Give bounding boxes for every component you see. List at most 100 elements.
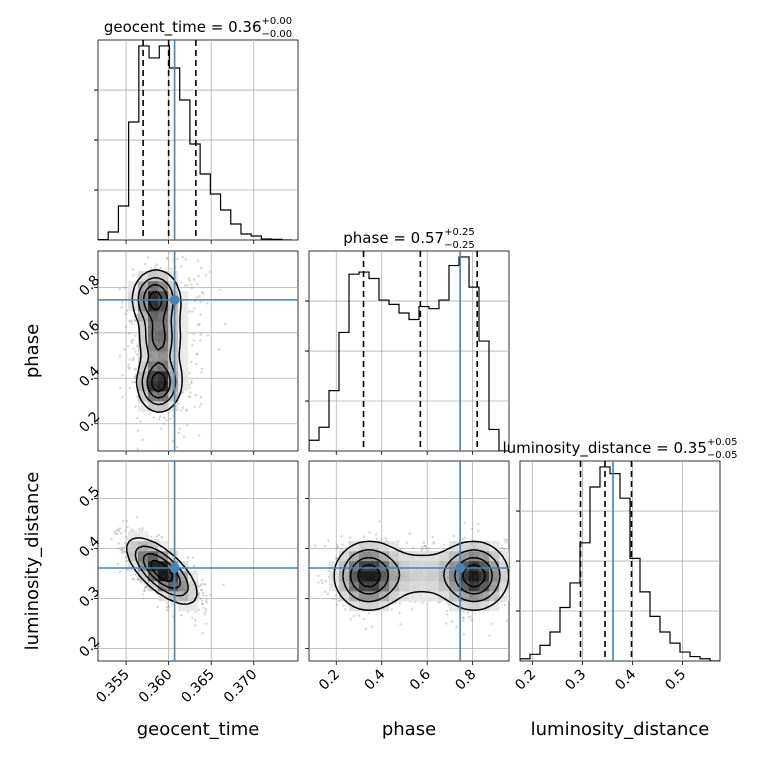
density-cell [168,321,179,332]
density-cell [178,311,189,322]
sample-point [134,405,137,408]
contour-level [349,556,493,595]
sample-point [136,416,139,420]
histogram-bar [640,592,650,661]
sample-point [463,536,466,539]
sample-point [143,586,147,590]
sample-point [447,602,450,605]
sample-point [421,601,424,604]
sample-point [510,587,512,589]
title-geocent_time: geocent_time = 0.36+0.00 −0.00 [104,16,292,40]
density-cell [339,591,350,602]
density-cell [148,581,159,592]
sample-point [154,264,157,268]
sample-point [469,615,472,618]
sample-point [131,268,135,271]
histogram-bar [439,300,449,451]
density-cell [178,581,189,592]
sample-point [165,257,169,260]
sample-point [178,427,181,431]
density-cell [459,581,470,592]
contour-level [137,277,177,406]
sample-point [188,395,192,399]
sample-point [437,601,440,604]
sample-point [197,323,200,327]
sample-point [398,602,402,605]
sample-point [206,302,209,305]
sample-point [201,579,204,582]
x-axis-label-luminosity_distance: luminosity_distance [531,719,710,740]
sample-point [121,301,124,304]
sample-point [198,434,201,437]
sample-point [405,541,408,544]
sample-point [517,584,519,586]
sample-point [188,371,191,375]
sample-point [196,259,199,262]
sample-point [336,546,340,549]
density-cell [178,361,189,372]
sample-point [125,519,129,523]
sample-point [124,325,128,329]
sample-point [200,402,203,405]
density-cell [138,331,149,342]
density-cell [168,371,179,382]
x-tick-label: 0.2 [316,667,343,694]
truth-marker [169,294,180,305]
density-cell [188,601,199,612]
sample-point [128,319,131,323]
sample-point [129,320,132,323]
density-cell [419,591,430,602]
sample-point [198,322,201,326]
density-cell [178,331,189,342]
density-cell [158,581,169,592]
density-cell [489,581,500,592]
density-cell [379,571,390,582]
sample-point [125,568,129,571]
sample-point [203,610,207,613]
histogram-bar [139,46,149,240]
sample-point [133,320,137,323]
sample-point [445,622,448,625]
sample-point [169,417,172,420]
density-cell [158,331,169,342]
histogram-geocent_time [98,40,293,240]
density-cell [168,391,179,402]
sample-point [512,533,514,535]
sample-point [141,527,144,530]
sample-point [202,292,205,295]
sample-point [118,527,122,530]
sample-point [190,381,193,385]
sample-point [125,535,128,538]
histogram-bar [540,645,550,661]
sample-point [204,583,207,586]
sample-point [143,589,146,593]
histogram-bar [251,236,261,240]
x-tick-label: 0.3 [562,667,589,694]
sample-point [217,348,221,351]
histogram-step [98,45,293,240]
sample-point [331,597,335,601]
truth-marker [455,563,466,573]
sample-point [334,557,338,560]
density-cell [379,561,390,572]
sample-point [195,352,198,355]
x-tick-label: 0.365 [178,667,218,707]
density-cell [349,541,360,552]
density-cell [138,351,149,362]
sample-point [140,580,143,584]
histogram-bar [329,391,339,451]
sample-point [138,528,141,531]
sample-point [202,582,205,586]
density-cell [329,561,340,572]
sample-point [471,527,474,530]
density-cell [178,321,189,332]
density-cell [188,581,199,592]
sample-point [163,416,166,420]
gridlines [520,510,720,612]
sample-point [122,546,126,549]
sample-point [145,585,148,589]
sample-point [335,556,339,560]
density-cell [439,561,450,572]
sample-point [187,395,190,398]
density-cell [138,281,149,292]
